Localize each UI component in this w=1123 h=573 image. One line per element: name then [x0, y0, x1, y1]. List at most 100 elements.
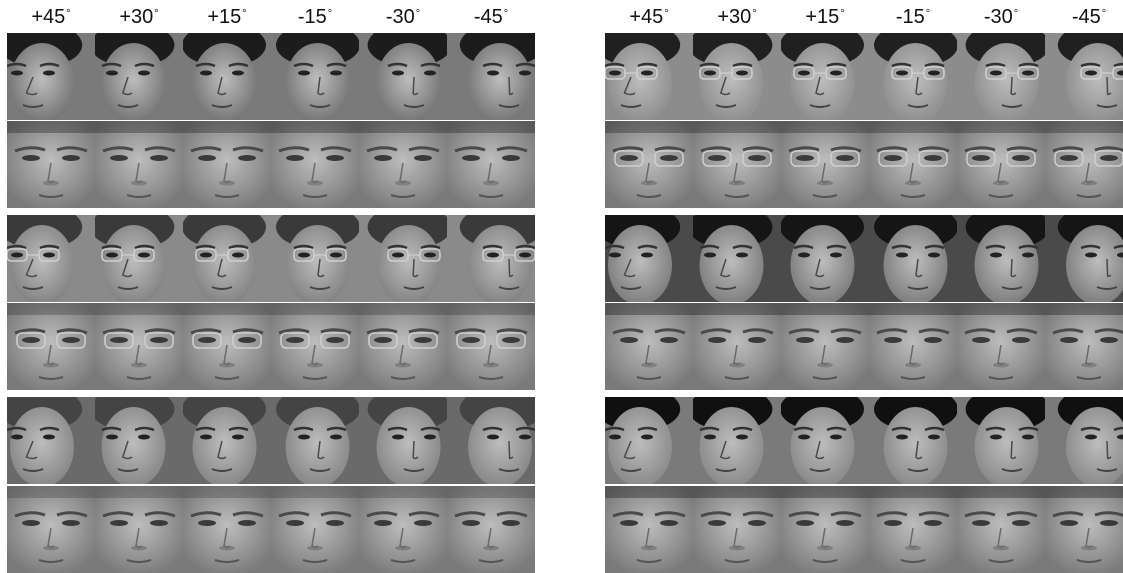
posed-face-image [271, 215, 359, 302]
degree-symbol: ° [504, 8, 508, 20]
face-cell [359, 215, 447, 302]
posed-face-image [447, 33, 535, 120]
frontalized-face-image [95, 303, 183, 390]
face-cell [781, 33, 869, 120]
posed-face-image [183, 397, 271, 484]
frontalized-face-image [693, 486, 781, 573]
pose-input-row [7, 33, 535, 120]
posed-face-image [359, 33, 447, 120]
frontalized-face-image [7, 121, 95, 208]
face-cell [1045, 121, 1123, 208]
posed-face-image [605, 215, 693, 302]
posed-face-image [447, 397, 535, 484]
frontalized-row [7, 486, 535, 573]
face-cell [693, 33, 781, 120]
face-cell [447, 33, 535, 120]
face-cell [957, 397, 1045, 484]
face-cell [693, 303, 781, 390]
angle-value: +30 [119, 6, 153, 28]
frontalized-face-image [95, 486, 183, 573]
angle-label: -15° [869, 4, 957, 32]
posed-face-image [781, 215, 869, 302]
angle-value: +45 [629, 6, 663, 28]
posed-face-image [693, 215, 781, 302]
posed-face-image [1045, 215, 1123, 302]
degree-symbol: ° [328, 8, 332, 20]
face-cell [957, 303, 1045, 390]
posed-face-image [605, 397, 693, 484]
face-cell [359, 486, 447, 573]
face-cell [605, 397, 693, 484]
face-cell [271, 303, 359, 390]
posed-face-image [957, 215, 1045, 302]
frontalized-face-image [271, 121, 359, 208]
face-cell [693, 486, 781, 573]
posed-face-image [95, 215, 183, 302]
angle-header-left: +45° +30° +15° -15° -30° -45° [7, 4, 535, 32]
degree-symbol: ° [154, 8, 158, 20]
posed-face-image [183, 215, 271, 302]
frontalized-face-image [183, 303, 271, 390]
frontalized-face-image [781, 486, 869, 573]
face-cell [869, 121, 957, 208]
posed-face-image [693, 33, 781, 120]
posed-face-image [95, 397, 183, 484]
frontalized-face-image [7, 303, 95, 390]
angle-label: +45° [7, 4, 95, 32]
posed-face-image [605, 33, 693, 120]
frontalized-face-image [359, 121, 447, 208]
face-cell [781, 215, 869, 302]
face-cell [1045, 397, 1123, 484]
face-cell [447, 303, 535, 390]
posed-face-image [957, 33, 1045, 120]
angle-value: -45 [474, 6, 503, 28]
degree-symbol: ° [926, 8, 930, 20]
frontalized-face-image [271, 303, 359, 390]
face-cell [95, 397, 183, 484]
frontalized-face-image [869, 486, 957, 573]
face-cell [447, 121, 535, 208]
angle-header-right: +45° +30° +15° -15° -30° -45° [605, 4, 1123, 32]
frontalized-row [7, 121, 535, 208]
face-cell [95, 121, 183, 208]
angle-label: +45° [605, 4, 693, 32]
posed-face-image [95, 33, 183, 120]
posed-face-image [7, 215, 95, 302]
degree-symbol: ° [66, 8, 70, 20]
face-cell [869, 303, 957, 390]
degree-symbol: ° [416, 8, 420, 20]
posed-face-image [271, 397, 359, 484]
face-cell [869, 397, 957, 484]
face-cell [271, 215, 359, 302]
angle-label: +15° [183, 4, 271, 32]
angle-value: -45 [1072, 6, 1101, 28]
angle-label: -15° [271, 4, 359, 32]
face-cell [781, 121, 869, 208]
angle-value: +45 [31, 6, 65, 28]
posed-face-image [7, 397, 95, 484]
face-cell [693, 121, 781, 208]
posed-face-image [359, 397, 447, 484]
angle-label: +30° [95, 4, 183, 32]
face-cell [605, 33, 693, 120]
face-cell [7, 303, 95, 390]
posed-face-image [447, 215, 535, 302]
posed-face-image [271, 33, 359, 120]
face-cell [1045, 33, 1123, 120]
face-cell [183, 121, 271, 208]
posed-face-image [957, 397, 1045, 484]
frontalized-row [605, 303, 1123, 390]
face-cell [447, 486, 535, 573]
posed-face-image [359, 215, 447, 302]
posed-face-image [781, 397, 869, 484]
face-cell [447, 397, 535, 484]
frontalized-face-image [781, 121, 869, 208]
frontalized-row [7, 303, 535, 390]
frontalized-face-image [271, 486, 359, 573]
posed-face-image [7, 33, 95, 120]
face-cell [183, 486, 271, 573]
frontalized-face-image [1045, 486, 1123, 573]
degree-symbol: ° [1014, 8, 1018, 20]
frontalized-face-image [605, 486, 693, 573]
frontalized-face-image [183, 486, 271, 573]
